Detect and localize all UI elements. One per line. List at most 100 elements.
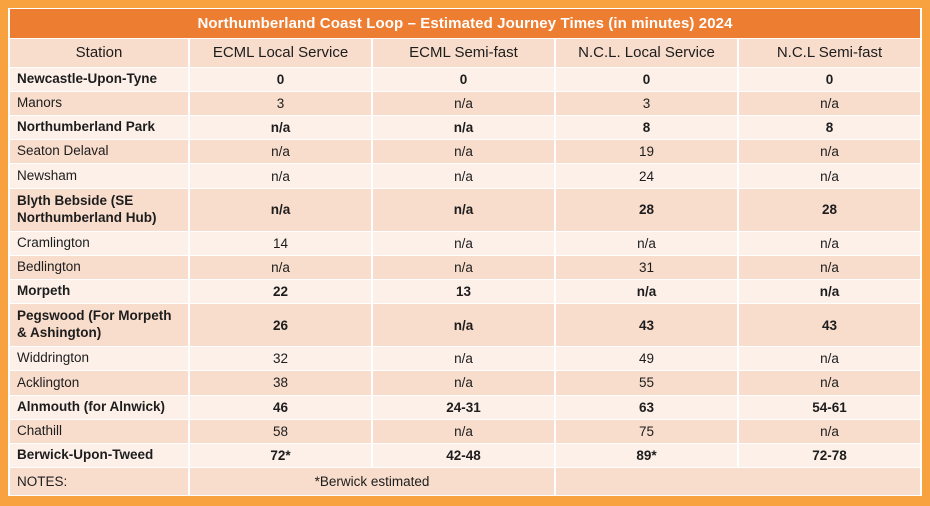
journey-time-cell: 22 [190,280,371,304]
journey-time-cell: n/a [373,188,554,231]
table-row: Widdrington 32 n/a 49 n/a [10,347,921,371]
journey-time-cell: 24-31 [373,395,554,419]
journey-time-cell: n/a [190,188,371,231]
table-row: Morpeth 22 13 n/a n/a [10,280,921,304]
column-header-ecml-semifast: ECML Semi-fast [373,38,554,67]
station-cell: Northumberland Park [10,116,188,140]
journey-time-cell: 32 [190,347,371,371]
station-cell: Seaton Delaval [10,140,188,164]
notes-label: NOTES: [10,468,188,495]
journey-time-cell: 0 [556,67,737,91]
journey-time-cell: 55 [556,371,737,395]
column-header-ncl-semifast: N.C.L Semi-fast [739,38,921,67]
table-row: Acklington 38 n/a 55 n/a [10,371,921,395]
table-row: Manors 3 n/a 3 n/a [10,91,921,115]
journey-time-cell: n/a [190,255,371,279]
journey-time-cell: n/a [190,116,371,140]
journey-table-body: Newcastle-Upon-Tyne 0 0 0 0 Manors 3 n/a 3 n/a Nor… [10,67,921,468]
journey-time-cell: 19 [556,140,737,164]
journey-time-cell: 58 [190,419,371,443]
journey-time-cell: n/a [556,231,737,255]
journey-time-cell: 43 [556,304,737,347]
notes-text: *Berwick estimated [190,468,554,495]
station-cell: Manors [10,91,188,115]
journey-time-cell: n/a [739,347,921,371]
journey-time-cell: 63 [556,395,737,419]
station-cell: Newsham [10,164,188,188]
journey-time-cell: n/a [373,371,554,395]
journey-time-cell: 8 [556,116,737,140]
notes-empty-cell [556,468,921,495]
journey-table-foot: NOTES: *Berwick estimated [10,468,921,495]
journey-time-cell: n/a [739,91,921,115]
journey-time-cell: 28 [556,188,737,231]
station-cell: Blyth Bebside (SE Northumberland Hub) [10,188,188,231]
table-row: Alnmouth (for Alnwick) 46 24-31 63 54-61 [10,395,921,419]
journey-time-cell: n/a [739,140,921,164]
table-row: Newcastle-Upon-Tyne 0 0 0 0 [10,67,921,91]
table-row: Seaton Delaval n/a n/a 19 n/a [10,140,921,164]
journey-time-cell: n/a [739,371,921,395]
table-row: Newsham n/a n/a 24 n/a [10,164,921,188]
station-cell: Morpeth [10,280,188,304]
journey-time-cell: n/a [556,280,737,304]
station-cell: Cramlington [10,231,188,255]
table-row: Northumberland Park n/a n/a 8 8 [10,116,921,140]
journey-time-cell: 0 [373,67,554,91]
page-title: Northumberland Coast Loop – Estimated Jo… [10,9,921,38]
journey-time-cell: 43 [739,304,921,347]
station-cell: Acklington [10,371,188,395]
journey-time-cell: 3 [190,91,371,115]
journey-time-cell: n/a [373,140,554,164]
journey-time-cell: 75 [556,419,737,443]
journey-time-cell: 24 [556,164,737,188]
journey-time-cell: n/a [739,231,921,255]
station-cell: Alnmouth (for Alnwick) [10,395,188,419]
header-row: Station ECML Local Service ECML Semi-fas… [10,38,921,67]
journey-time-cell: n/a [373,231,554,255]
journey-times-table: Northumberland Coast Loop – Estimated Jo… [8,8,923,496]
table-row: Bedlington n/a n/a 31 n/a [10,255,921,279]
journey-time-cell: 72-78 [739,444,921,468]
journey-time-cell: n/a [739,164,921,188]
journey-time-cell: 0 [190,67,371,91]
station-cell: Bedlington [10,255,188,279]
title-row: Northumberland Coast Loop – Estimated Jo… [10,9,921,38]
journey-time-cell: n/a [373,419,554,443]
journey-time-cell: 8 [739,116,921,140]
journey-table-head: Northumberland Coast Loop – Estimated Jo… [10,9,921,67]
journey-time-cell: 14 [190,231,371,255]
journey-time-cell: n/a [373,304,554,347]
journey-time-cell: n/a [190,140,371,164]
journey-time-cell: n/a [190,164,371,188]
station-cell: Newcastle-Upon-Tyne [10,67,188,91]
column-header-ncl-local: N.C.L. Local Service [556,38,737,67]
journey-time-cell: 13 [373,280,554,304]
journey-time-cell: 31 [556,255,737,279]
journey-time-cell: 0 [739,67,921,91]
journey-time-cell: 46 [190,395,371,419]
journey-time-cell: 42-48 [373,444,554,468]
column-header-ecml-local: ECML Local Service [190,38,371,67]
journey-time-cell: n/a [739,255,921,279]
journey-time-cell: n/a [373,347,554,371]
table-row: Blyth Bebside (SE Northumberland Hub) n/a… [10,188,921,231]
station-cell: Chathill [10,419,188,443]
journey-time-cell: n/a [739,419,921,443]
journey-time-cell: n/a [373,255,554,279]
station-cell: Berwick-Upon-Tweed [10,444,188,468]
notes-row: NOTES: *Berwick estimated [10,468,921,495]
journey-time-cell: n/a [373,164,554,188]
table-row: Pegswood (For Morpeth & Ashington) 26 n/a 4… [10,304,921,347]
journey-time-cell: 3 [556,91,737,115]
table-row: Berwick-Upon-Tweed 72* 42-48 89* 72-78 [10,444,921,468]
journey-time-cell: 54-61 [739,395,921,419]
journey-time-cell: 38 [190,371,371,395]
journey-time-cell: 26 [190,304,371,347]
journey-time-cell: 28 [739,188,921,231]
journey-time-cell: 72* [190,444,371,468]
table-row: Cramlington 14 n/a n/a n/a [10,231,921,255]
station-cell: Widdrington [10,347,188,371]
journey-time-cell: n/a [373,116,554,140]
